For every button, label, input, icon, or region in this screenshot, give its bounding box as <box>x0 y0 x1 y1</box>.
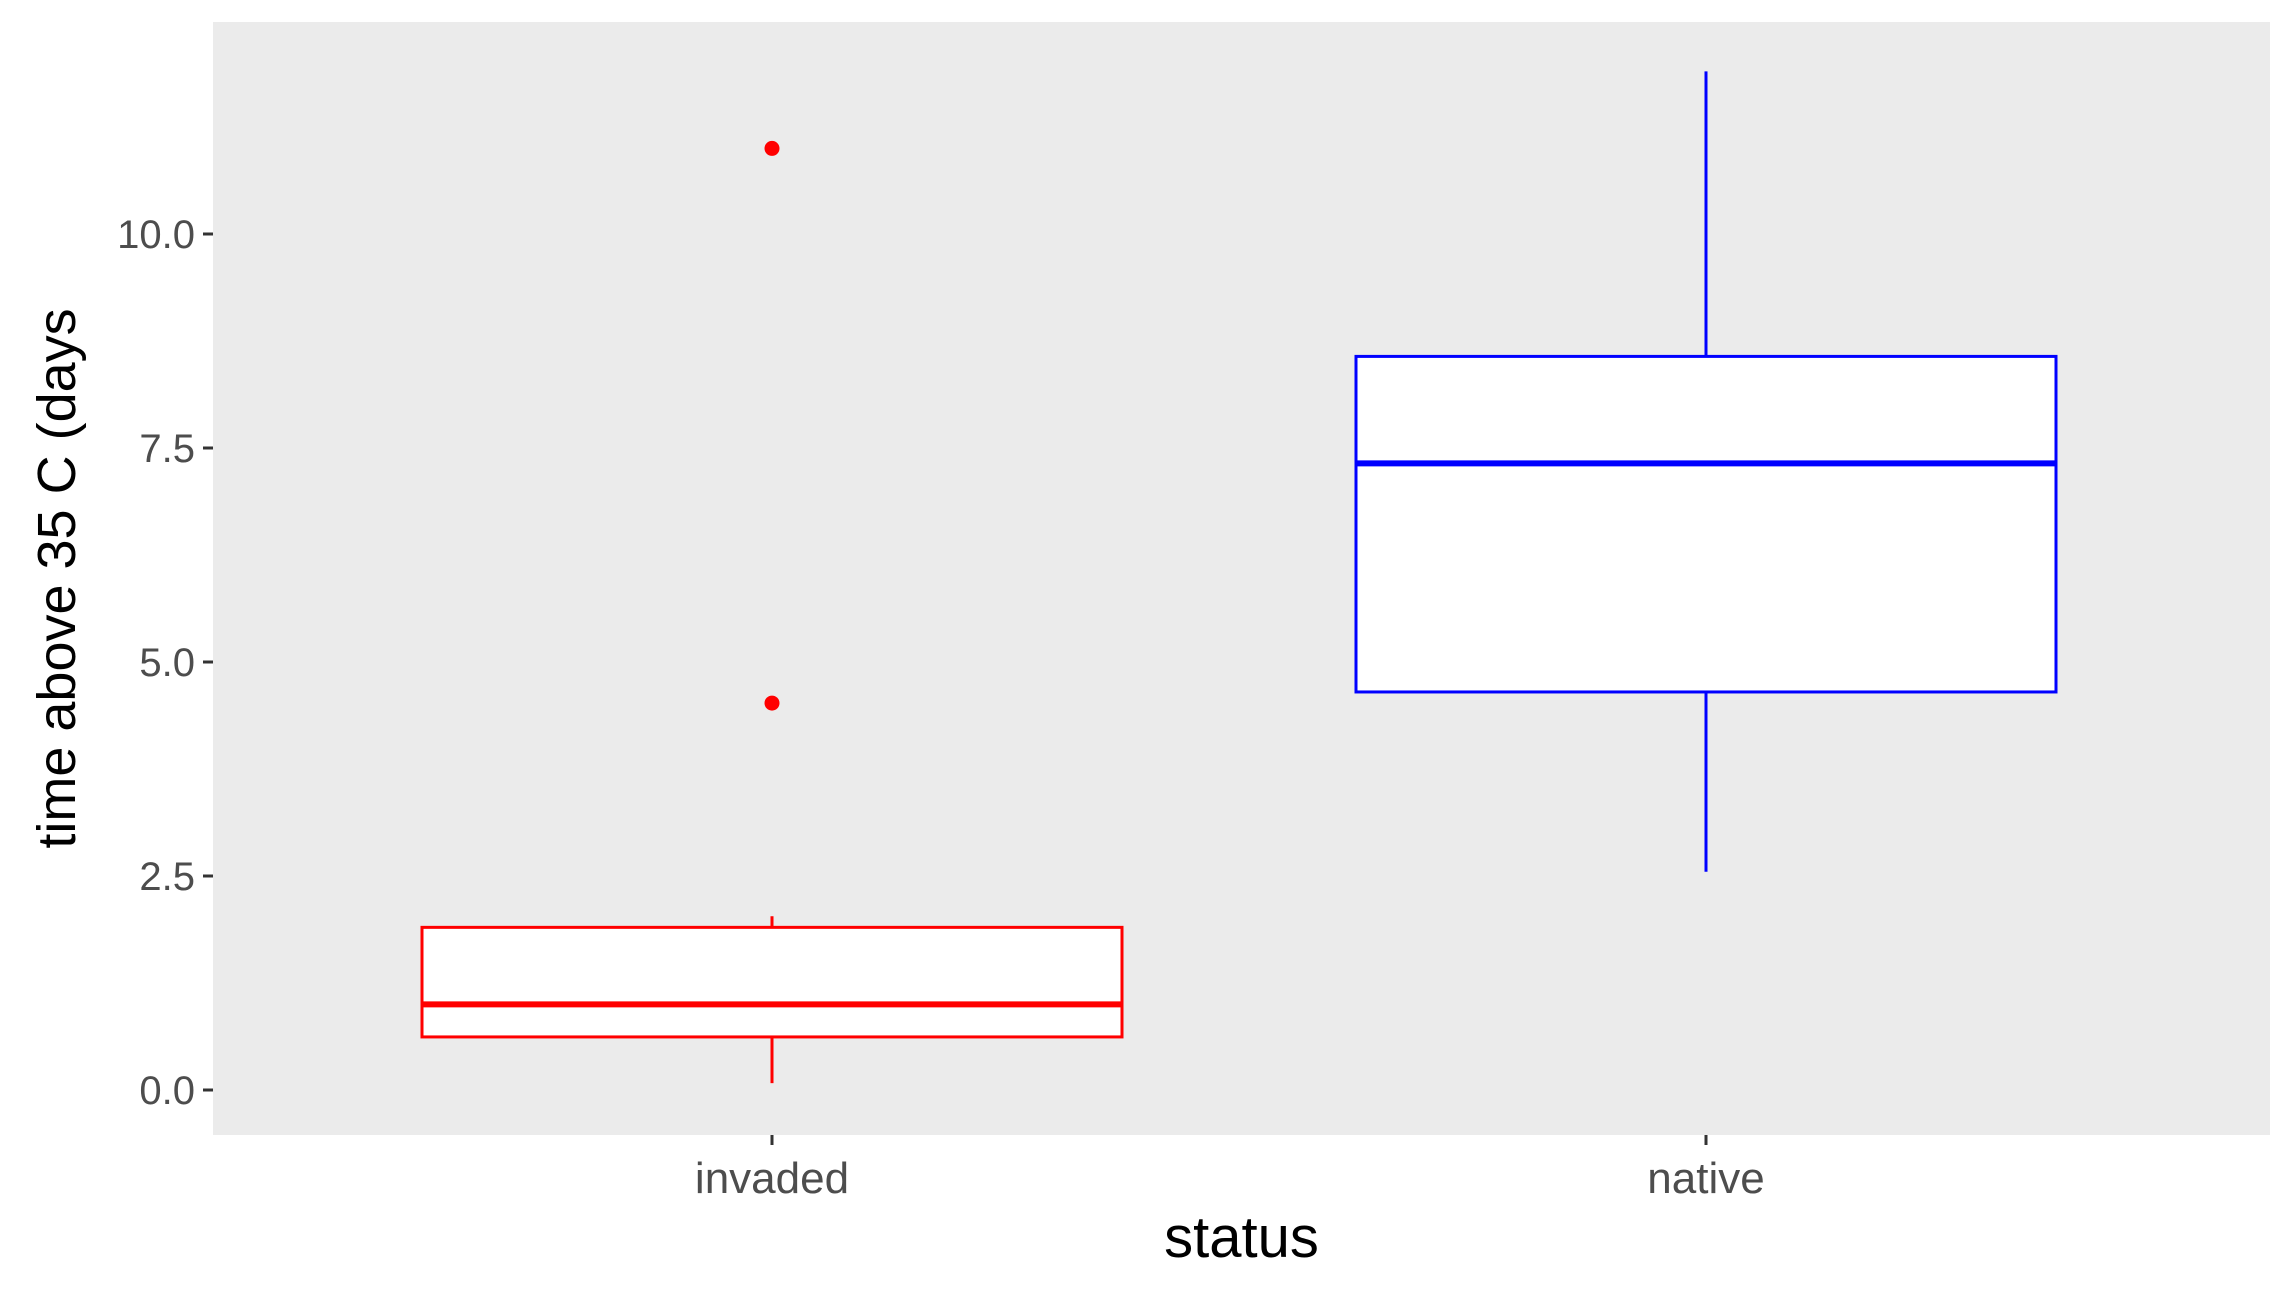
box-body <box>1354 354 2058 694</box>
y-axis-ticks: 0.0 2.5 5.0 7.5 10.0 <box>117 213 213 1113</box>
y-tick-label: 7.5 <box>139 427 195 471</box>
x-axis-title: status <box>1164 1205 1319 1270</box>
y-tick-label: 0.0 <box>139 1069 195 1113</box>
x-axis-ticks: invaded native <box>695 1135 1765 1203</box>
y-tick-label: 5.0 <box>139 641 195 685</box>
box-series <box>420 71 2058 1084</box>
outlier-point <box>764 695 780 711</box>
y-tick-label: 2.5 <box>139 855 195 899</box>
x-tick-label: invaded <box>695 1154 849 1203</box>
x-tick-label: native <box>1647 1154 1764 1203</box>
y-tick-label: 10.0 <box>117 213 195 257</box>
box-native <box>1354 71 2058 872</box>
box-body <box>420 925 1124 1039</box>
y-axis-title: time above 35 C (days <box>27 308 87 848</box>
outlier-point <box>764 140 780 156</box>
box-invaded <box>420 140 1124 1084</box>
